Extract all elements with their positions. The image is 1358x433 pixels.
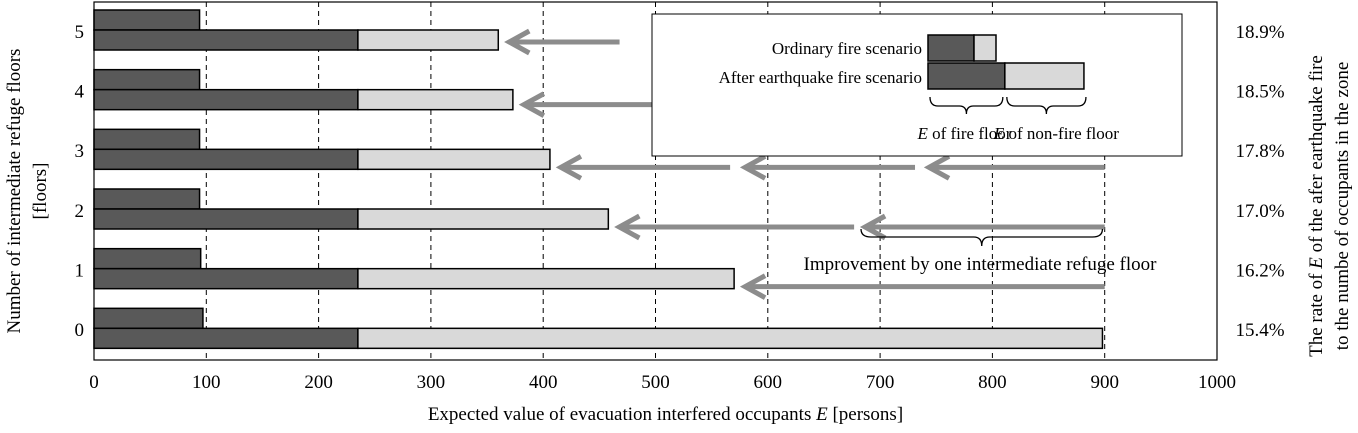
rate-label-3: 17.8% xyxy=(1235,141,1284,162)
x-tick-labels: 0 100 200 300 400 500 600 700 800 900 1000 xyxy=(89,372,1236,393)
legend-brace-fire-floor xyxy=(929,96,1004,115)
legend-sample-ordinary-non-fire xyxy=(973,34,997,62)
bar-after-fire-floor-2 xyxy=(93,208,359,230)
arrow-row-5-head xyxy=(504,28,531,56)
legend-sample-after-fire xyxy=(927,62,1006,90)
arrow-row-3-b-head xyxy=(739,154,767,181)
y2-axis-title: The rate of E of the afer earthquake fir… xyxy=(1306,55,1327,357)
arrow-row-3-a-head xyxy=(923,154,951,181)
bar-after-non-fire-floor-4 xyxy=(357,88,514,111)
bar-after-fire-floor-0 xyxy=(93,327,359,350)
improvement-annotation: Improvement by one intermediate refuge f… xyxy=(804,254,1158,275)
y-tick-4: 4 xyxy=(75,82,85,103)
x-tick-400: 400 xyxy=(529,372,558,393)
arrow-row-1-head xyxy=(739,273,767,300)
arrow-row-2-a-head xyxy=(859,213,887,241)
legend-label-fire-floor: E of fire floor xyxy=(916,124,1011,143)
legend-label-non-fire-floor: E of non-fire floor xyxy=(993,124,1119,143)
x-axis-title: Expected value of evacuation interfered … xyxy=(428,404,903,425)
x-tick-800: 800 xyxy=(978,372,1007,393)
y-tick-1: 1 xyxy=(75,261,85,282)
bar-after-fire-floor-3 xyxy=(93,148,359,171)
bar-ordinary-fire-floor-5 xyxy=(93,9,201,31)
grid-lines xyxy=(205,2,1106,360)
arrow-row-2-b-head xyxy=(614,213,641,241)
bar-after-fire-floor-1 xyxy=(93,267,359,290)
x-tick-500: 500 xyxy=(641,372,670,393)
y-axis-title: Number of intermediate refuge floors xyxy=(4,49,25,334)
right-rate-labels: 18.9% 18.5% 17.8% 17.0% 16.2% 15.4% xyxy=(1235,22,1284,341)
y-tick-2: 2 xyxy=(75,201,85,222)
y-tick-labels: 5 4 3 2 1 0 xyxy=(75,22,85,341)
rate-label-1: 16.2% xyxy=(1235,261,1284,282)
bar-after-non-fire-floor-5 xyxy=(357,29,500,51)
x-tick-600: 600 xyxy=(754,372,783,393)
x-tick-300: 300 xyxy=(417,372,446,393)
bar-after-non-fire-floor-2 xyxy=(357,208,610,230)
improvement-arrows xyxy=(504,28,1105,300)
y-axis-title-unit: [floors] xyxy=(30,163,51,220)
legend: Ordinary fire scenario After earthquake … xyxy=(651,13,1183,157)
legend-label-ordinary: Ordinary fire scenario xyxy=(772,39,922,58)
x-tick-200: 200 xyxy=(304,372,333,393)
x-tick-0: 0 xyxy=(89,372,99,393)
rate-label-4: 18.5% xyxy=(1235,82,1284,103)
rate-label-5: 18.9% xyxy=(1235,22,1284,43)
y-tick-3: 3 xyxy=(75,141,85,162)
bar-ordinary-fire-floor-4 xyxy=(93,68,201,91)
plot-frame xyxy=(93,1,1218,361)
legend-samples xyxy=(927,34,1085,90)
x-tick-900: 900 xyxy=(1090,372,1119,393)
arrow-row-3-c-head xyxy=(555,154,583,181)
x-tick-1000: 1000 xyxy=(1198,372,1236,393)
legend-label-after-earthquake: After earthquake fire scenario xyxy=(719,68,922,87)
bar-ordinary-fire-floor-0 xyxy=(93,307,204,330)
y2-axis-title-line2: to the numbe of occupants in the zone xyxy=(1332,62,1353,351)
bar-after-non-fire-floor-3 xyxy=(357,148,551,171)
improvement-brace xyxy=(860,228,1104,247)
legend-sample-ordinary-fire xyxy=(927,34,975,62)
bar-ordinary-fire-floor-2 xyxy=(93,188,201,210)
legend-box xyxy=(651,13,1183,157)
bar-after-non-fire-floor-1 xyxy=(357,267,735,290)
legend-sample-after-non-fire xyxy=(1004,62,1085,90)
rate-label-0: 15.4% xyxy=(1235,320,1284,341)
y-tick-5: 5 xyxy=(75,22,85,43)
bar-after-non-fire-floor-0 xyxy=(357,327,1104,350)
rate-label-2: 17.0% xyxy=(1235,201,1284,222)
legend-brace-non-fire-floor xyxy=(1006,96,1087,115)
x-tick-700: 700 xyxy=(866,372,895,393)
x-tick-100: 100 xyxy=(192,372,221,393)
y-tick-0: 0 xyxy=(75,320,85,341)
arrow-row-4-head xyxy=(518,91,546,118)
bar-ordinary-fire-floor-3 xyxy=(93,128,201,151)
bar-after-fire-floor-4 xyxy=(93,88,359,111)
bar-after-fire-floor-5 xyxy=(93,29,359,51)
bar-ordinary-fire-floor-1 xyxy=(93,247,202,270)
